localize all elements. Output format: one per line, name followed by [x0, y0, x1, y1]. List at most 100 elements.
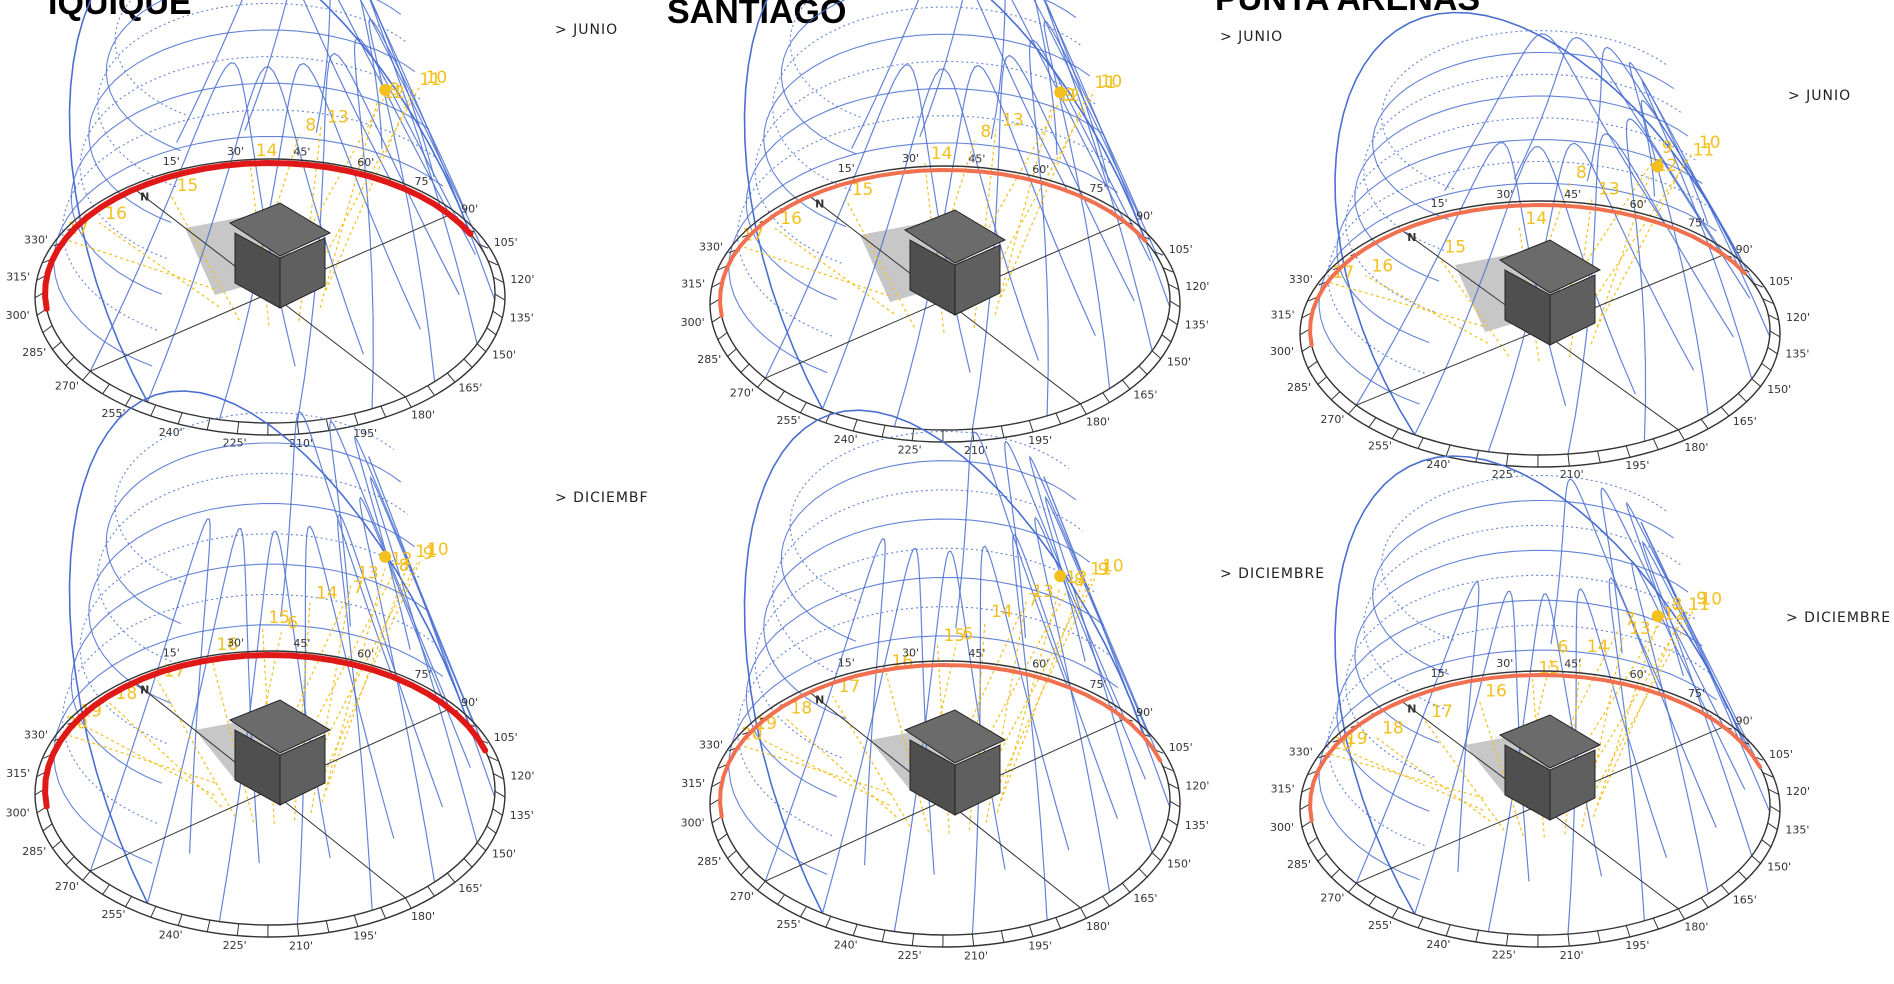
- compass-tick: [101, 884, 110, 896]
- compass-tick: [1316, 853, 1328, 863]
- hour-label: 13: [327, 108, 349, 128]
- compass-tick: [1506, 933, 1509, 946]
- degree-label: 285': [22, 346, 46, 359]
- compass-tick: [1168, 283, 1179, 290]
- dome-parallel: [1381, 474, 1667, 641]
- compass-tick: [1391, 907, 1399, 919]
- compass-tick: [1767, 346, 1779, 355]
- compass-tick: [486, 825, 497, 835]
- degree-label: 240': [159, 426, 183, 439]
- hour-line: [1581, 607, 1691, 784]
- dome-parallel: [1327, 160, 1710, 374]
- compass-tick: [296, 923, 300, 937]
- compass-tick: [1751, 378, 1762, 388]
- degree-label: 105': [1169, 243, 1193, 256]
- compass-tick: [427, 385, 436, 397]
- degree-label: 45': [968, 647, 985, 660]
- hour-label: 17: [1431, 702, 1453, 722]
- compass-tick: [1737, 393, 1748, 403]
- degree-label: 75': [415, 175, 432, 188]
- degree-label: 90': [1736, 243, 1753, 256]
- compass-tick: [1307, 837, 1318, 846]
- hour-label: 6: [287, 613, 298, 633]
- compass-ring-outer: [1299, 670, 1781, 948]
- dome-parallel: [789, 0, 861, 118]
- degree-label: 195': [353, 929, 377, 942]
- compass-tick: [380, 907, 387, 920]
- degree-label: 120': [1786, 785, 1810, 798]
- dome-parallel: [763, 33, 1091, 228]
- dome-meridian: [176, 0, 394, 185]
- hour-label: 14: [256, 141, 278, 161]
- dome-parallel: [754, 60, 1098, 264]
- compass-tick: [1652, 917, 1659, 930]
- dome-outline: [68, 0, 472, 403]
- degree-label: 135': [510, 311, 534, 324]
- hour-label: 10: [426, 68, 448, 88]
- dome-parallel: [1345, 117, 1696, 313]
- degree-label: 75': [415, 668, 432, 681]
- compass-tick: [1417, 437, 1424, 449]
- hour-label: 18: [1382, 719, 1404, 739]
- compass-tick: [1055, 917, 1062, 930]
- compass-tick: [1330, 868, 1341, 879]
- dome-meridian: [1044, 495, 1153, 853]
- compass-tick: [1316, 376, 1328, 386]
- dome-parallel: [88, 503, 416, 704]
- compass-tick: [1301, 820, 1312, 829]
- dome-parallel: [1363, 73, 1682, 251]
- dome-meridian: [369, 475, 478, 843]
- dome-parallel: [105, 442, 402, 625]
- hour-line: [1596, 613, 1683, 806]
- compass-tick: [446, 872, 456, 884]
- degree-label: 165': [1133, 892, 1157, 905]
- compass-tick: [463, 358, 473, 369]
- hour-line: [325, 560, 410, 791]
- compass-tick: [740, 363, 750, 374]
- dome-meridian: [1029, 455, 1161, 761]
- hour-label: 11: [1688, 595, 1710, 615]
- degree-label: 300': [6, 807, 30, 820]
- compass-tick: [852, 419, 858, 432]
- dome-parallel: [1318, 182, 1717, 405]
- degree-label: 285': [22, 845, 46, 858]
- dome-meridian: [1044, 0, 1153, 351]
- degree-label: 195': [1028, 434, 1052, 447]
- compass-tick: [206, 418, 211, 431]
- dome-meridian: [1004, 440, 1126, 720]
- compass-tick: [65, 356, 75, 367]
- degree-label: 120': [1185, 779, 1209, 792]
- compass-tick: [42, 325, 53, 334]
- degree-label: 315': [681, 278, 705, 291]
- degree-label: 285': [697, 855, 721, 868]
- hour-line: [321, 568, 386, 803]
- compass-tick: [1121, 882, 1131, 894]
- compass-tick: [1762, 298, 1773, 304]
- dome-meridian: [1641, 79, 1753, 379]
- hour-label: 16: [1485, 681, 1507, 701]
- dome-parallel: [114, 0, 186, 116]
- degree-label: 30': [902, 647, 919, 660]
- degree-label: 195': [1625, 939, 1649, 952]
- degree-label: 45': [293, 637, 310, 650]
- house-roof: [1498, 239, 1602, 294]
- compass-tick: [150, 906, 157, 918]
- dome-outline: [1334, 11, 1746, 436]
- compass-tick: [1169, 300, 1181, 308]
- hour-label: 15: [269, 608, 291, 628]
- compass-tick: [1102, 896, 1111, 907]
- degree-label: 300': [681, 316, 705, 329]
- degree-label: 240': [159, 928, 183, 941]
- dome-parallel: [745, 576, 1105, 798]
- dome-parallel: [745, 88, 1105, 301]
- hour-label: 12: [391, 550, 413, 570]
- hour-label: 7: [1625, 610, 1636, 630]
- dome-parallel: [1381, 30, 1667, 190]
- dome-parallel: [1327, 624, 1710, 847]
- compass-tick: [776, 390, 785, 402]
- compass-ring-outer: [34, 158, 506, 436]
- dome-meridian: [1625, 118, 1751, 442]
- compass-tick: [1567, 933, 1570, 946]
- hour-label: 8: [305, 115, 316, 135]
